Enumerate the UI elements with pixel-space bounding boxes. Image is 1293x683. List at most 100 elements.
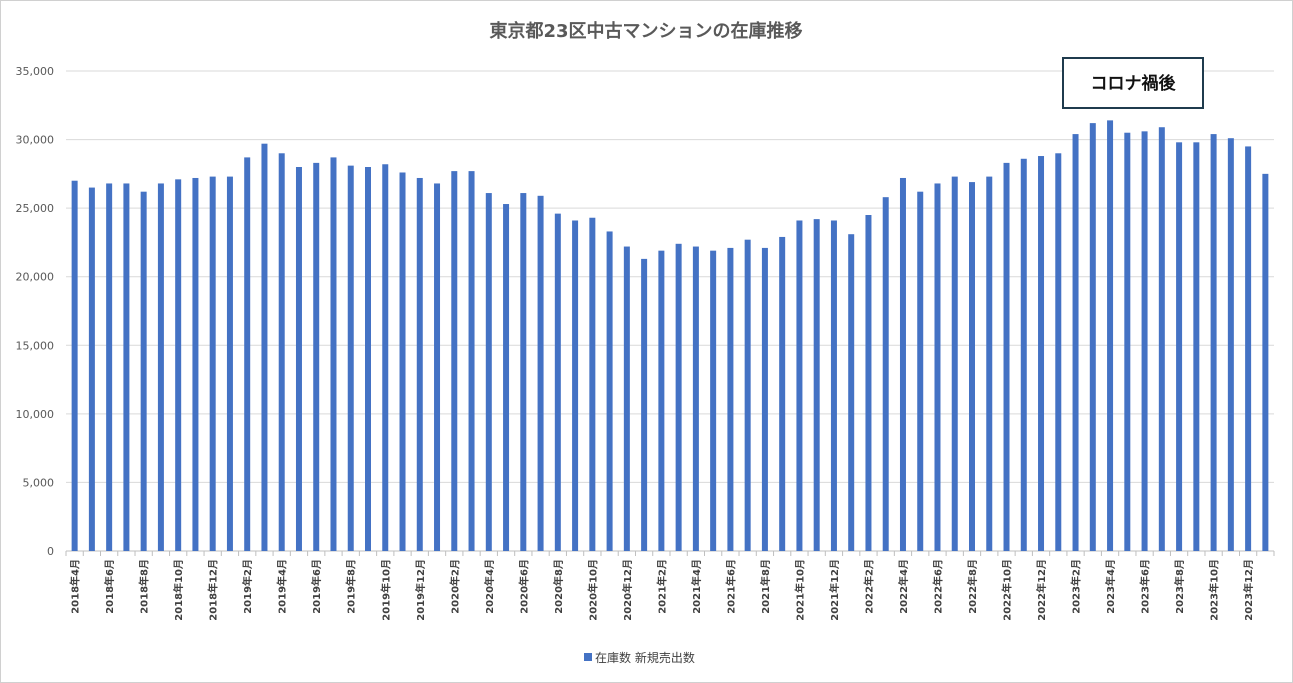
bar: [382, 164, 389, 551]
y-tick-label: 30,000: [16, 134, 55, 147]
bar: [917, 191, 924, 551]
x-tick-label: 2019年6月: [310, 559, 323, 614]
x-tick-label: 2022年12月: [1035, 559, 1048, 621]
bar: [261, 143, 268, 551]
x-tick-label: 2019年8月: [345, 559, 358, 614]
bar: [779, 236, 786, 551]
bar: [830, 220, 837, 551]
x-tick-label: 2022年6月: [931, 559, 944, 614]
bar: [882, 197, 889, 551]
x-tick-label: 2020年6月: [517, 559, 530, 614]
bar: [554, 213, 561, 551]
x-tick-label: 2021年6月: [724, 559, 737, 614]
bar: [1262, 173, 1269, 551]
bar: [347, 165, 354, 551]
x-tick-label: 2020年12月: [621, 559, 634, 621]
bar: [641, 258, 648, 551]
x-tick-label: 2023年4月: [1104, 559, 1117, 614]
bar: [365, 167, 371, 551]
bar: [1072, 134, 1079, 552]
bar: [503, 204, 510, 551]
bar: [658, 250, 665, 551]
bar: [744, 239, 751, 551]
y-tick-label: 0: [47, 545, 54, 558]
bar: [848, 234, 855, 551]
bar: [1141, 131, 1148, 552]
bar: [589, 217, 596, 551]
bar: [727, 247, 734, 551]
bar: [1003, 162, 1010, 551]
bar-series: [71, 120, 1269, 552]
y-tick-label: 5,000: [23, 476, 55, 489]
bar: [330, 157, 337, 551]
bar: [986, 176, 993, 551]
x-tick-label: 2020年4月: [483, 559, 496, 614]
bar: [675, 243, 682, 552]
bar: [1020, 158, 1027, 551]
bar: [1107, 120, 1114, 551]
x-tick-label: 2023年8月: [1173, 559, 1186, 614]
y-tick-label: 15,000: [16, 339, 55, 352]
x-tick-label: 2019年12月: [414, 559, 427, 621]
x-tick-label: 2023年10月: [1208, 559, 1221, 621]
bar: [572, 220, 579, 551]
x-tick-label: 2022年2月: [862, 559, 875, 614]
bar: [951, 176, 958, 551]
bar: [1055, 153, 1062, 552]
x-tick-label: 2020年2月: [448, 559, 461, 614]
bar: [434, 183, 441, 551]
bar: [537, 195, 544, 552]
x-tick-label: 2020年8月: [552, 559, 565, 614]
x-tick-label: 2018年12月: [207, 559, 220, 621]
bar: [761, 247, 768, 551]
bar: [1245, 146, 1252, 551]
x-tick-label: 2018年8月: [138, 559, 151, 614]
x-tick-label: 2021年12月: [828, 559, 841, 621]
bar: [140, 191, 147, 551]
bar: [692, 246, 699, 552]
bar: [710, 250, 717, 551]
bar: [796, 220, 803, 551]
bar: [226, 176, 233, 551]
legend: 在庫数 新規売出数: [584, 650, 695, 665]
x-tick-label: 2019年4月: [276, 559, 289, 614]
x-tick-label: 2022年10月: [1001, 559, 1014, 621]
chart-title: 東京都23区中古マンションの在庫推移: [489, 20, 802, 42]
bar: [623, 246, 630, 552]
x-tick-label: 2021年8月: [759, 559, 772, 614]
x-tick-label: 2021年10月: [793, 559, 806, 621]
bar: [969, 182, 975, 552]
x-tick-label: 2020年10月: [586, 559, 599, 621]
bar: [278, 153, 285, 552]
annotation-text: コロナ禍後: [1091, 73, 1177, 94]
legend-label: 在庫数 新規売出数: [595, 650, 695, 665]
x-tick-label: 2023年12月: [1242, 559, 1255, 621]
bar: [1038, 156, 1045, 551]
bar: [175, 179, 182, 552]
bar: [934, 183, 941, 551]
bar: [71, 180, 78, 551]
x-tick-label: 2021年4月: [690, 559, 703, 614]
bar: [209, 176, 216, 551]
bar: [157, 183, 164, 551]
x-tick-label: 2022年4月: [897, 559, 910, 614]
x-tick-label: 2023年6月: [1139, 559, 1152, 614]
bar: [88, 187, 95, 552]
bar: [1176, 142, 1183, 552]
bar: [192, 177, 199, 551]
bar: [123, 183, 130, 551]
bar: [1210, 134, 1217, 552]
x-tick-label: 2022年8月: [966, 559, 979, 614]
bar: [244, 157, 251, 551]
y-axis-ticks: 0 5,000 10,000 15,000 20,000 25,000 30,000 35,0…: [16, 65, 55, 558]
bar: [899, 177, 906, 551]
y-tick-label: 20,000: [16, 271, 55, 284]
legend-swatch: [584, 653, 592, 661]
bar: [1089, 123, 1096, 551]
bar: [451, 171, 458, 551]
bar: [295, 167, 302, 551]
bar: [313, 162, 320, 551]
bar: [416, 177, 423, 551]
x-axis-ticks: 2018年4月 2018年6月 2018年8月 2018年10月 2018年12月 201…: [65, 551, 1275, 621]
